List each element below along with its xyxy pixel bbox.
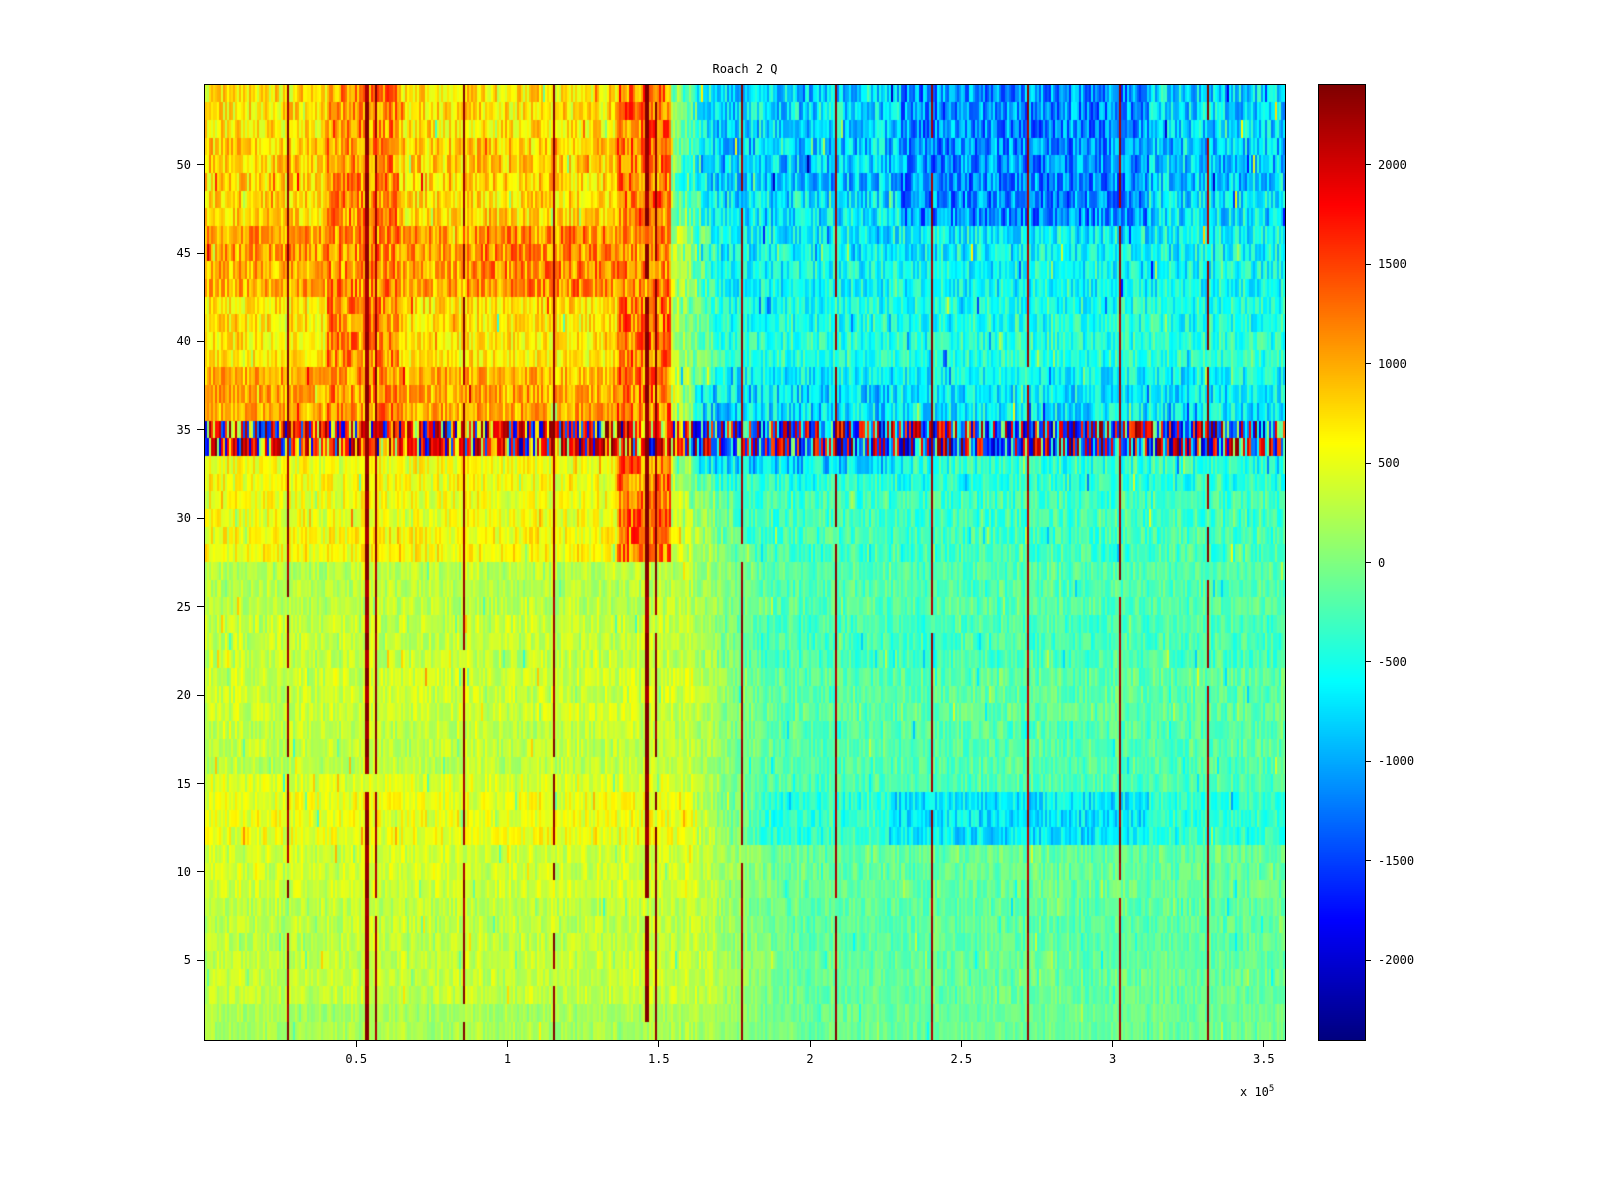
heatmap-canvas	[204, 84, 1286, 1041]
y-tick-mark	[197, 164, 204, 166]
y-tick-mark	[197, 517, 204, 519]
colorbar-tick-mark	[1366, 760, 1371, 762]
colorbar-canvas	[1318, 84, 1366, 1041]
y-tick-label: 40	[176, 334, 191, 349]
x-tick-mark	[1263, 1041, 1265, 1047]
y-tick-label: 15	[176, 776, 191, 791]
y-tick-label: 50	[176, 157, 191, 172]
colorbar-tick-mark	[1366, 860, 1371, 862]
x-tick-mark	[658, 1041, 660, 1047]
y-tick-label: 30	[176, 511, 191, 526]
y-tick-label: 5	[183, 953, 191, 968]
plot-title: Roach 2 Q	[712, 62, 778, 76]
colorbar-tick-mark	[1366, 959, 1371, 961]
x-tick-label: 3	[1108, 1052, 1117, 1066]
colorbar-tick-label: -1500	[1378, 853, 1415, 868]
colorbar-tick-label: 500	[1378, 456, 1400, 471]
x-tick-label: 3.5	[1252, 1052, 1275, 1066]
colorbar-tick-label: 1000	[1378, 356, 1407, 371]
y-tick-label: 45	[176, 246, 191, 260]
y-tick-mark	[197, 252, 204, 254]
colorbar-tick-label: -2000	[1378, 953, 1415, 968]
y-tick-mark	[197, 694, 204, 696]
colorbar-tick-label: 0	[1378, 555, 1386, 570]
y-tick-label: 25	[176, 599, 191, 614]
colorbar-tick-mark	[1366, 462, 1371, 464]
colorbar-tick-mark	[1366, 363, 1371, 365]
colorbar-tick-label: -1000	[1378, 754, 1415, 769]
x-tick-mark	[960, 1041, 962, 1047]
x-tick-mark	[809, 1041, 811, 1047]
colorbar-tick-label: 2000	[1378, 157, 1407, 172]
y-tick-mark	[197, 959, 204, 961]
x-axis-exponent: x 105	[1240, 1084, 1274, 1099]
x-axis-exponent-base: x 10	[1240, 1085, 1269, 1099]
colorbar-tick-mark	[1366, 661, 1371, 663]
y-tick-label: 35	[176, 422, 191, 437]
x-tick-label: 2.5	[950, 1052, 973, 1066]
x-tick-mark	[507, 1041, 509, 1047]
y-tick-mark	[197, 783, 204, 785]
x-tick-mark	[355, 1041, 357, 1047]
x-tick-mark	[1112, 1041, 1114, 1047]
y-tick-mark	[197, 429, 204, 431]
y-tick-label: 10	[176, 864, 191, 879]
colorbar-tick-mark	[1366, 562, 1371, 563]
colorbar-tick-label: 1500	[1378, 257, 1407, 272]
colorbar-tick-label: -500	[1378, 654, 1407, 669]
x-tick-label: 1.5	[647, 1052, 670, 1066]
x-tick-label: 1	[503, 1052, 512, 1066]
x-tick-label: 0.5	[345, 1052, 368, 1066]
x-axis-exponent-power: 5	[1268, 1084, 1275, 1094]
y-tick-mark	[197, 871, 204, 873]
colorbar-tick-mark	[1366, 164, 1371, 166]
colorbar-tick-mark	[1366, 263, 1371, 265]
y-tick-mark	[197, 606, 204, 608]
y-tick-label: 20	[176, 688, 191, 703]
x-tick-label: 2	[806, 1052, 814, 1066]
y-tick-mark	[197, 340, 204, 342]
